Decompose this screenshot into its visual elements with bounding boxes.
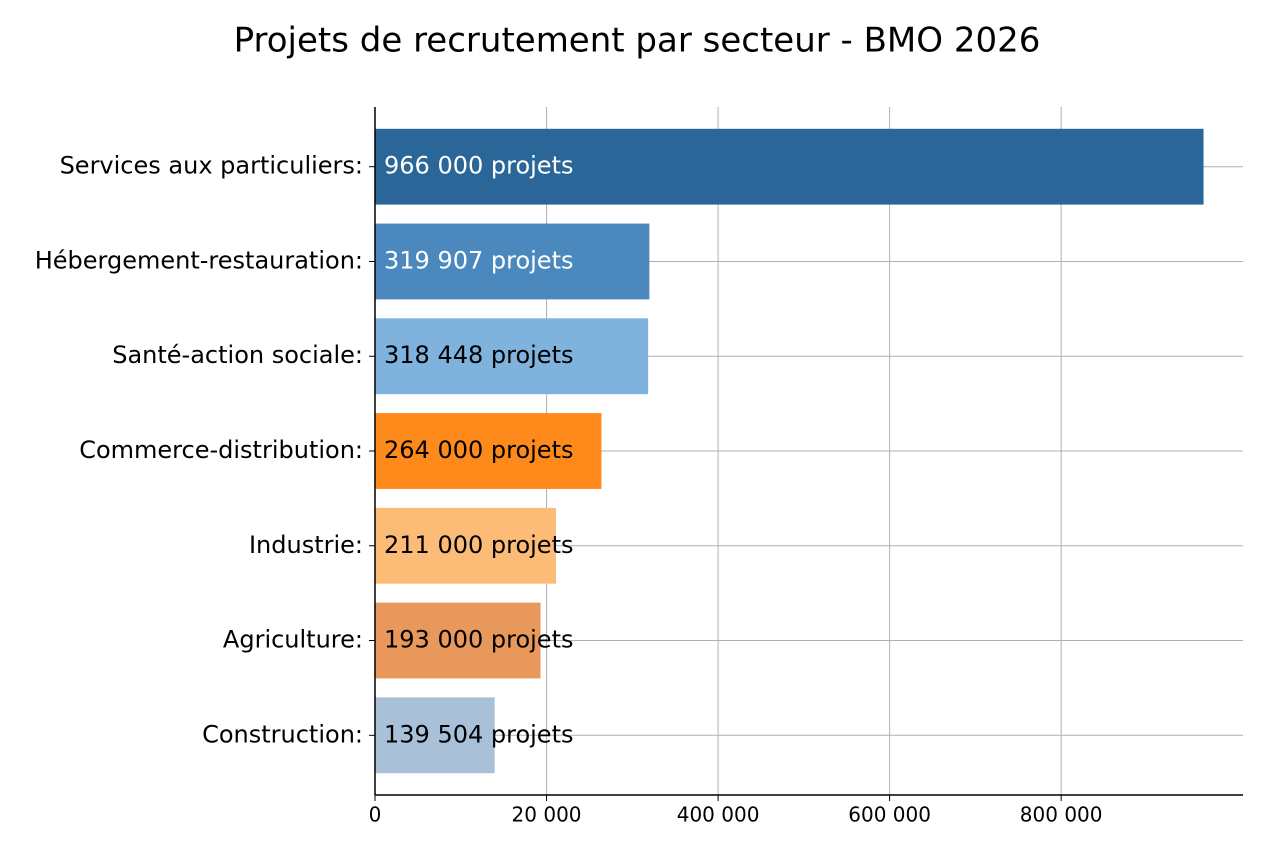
value-label: 318 448 projets (384, 341, 573, 369)
bar (375, 507, 556, 584)
x-tick-label: 600 000 (848, 803, 931, 827)
y-tick-label: Hébergement-restauration: (35, 246, 363, 274)
bar (375, 697, 495, 774)
x-tick-label: 800 000 (1020, 803, 1103, 827)
value-label: 193 000 projets (384, 626, 573, 654)
chart-title: Projets de recrutement par secteur - BMO… (234, 21, 1041, 61)
y-tick-label: Services aux particuliers: (60, 152, 363, 180)
y-tick-label: Agriculture: (223, 626, 363, 654)
value-label: 319 907 projets (384, 246, 573, 274)
x-tick-label: 20 000 (512, 803, 582, 827)
y-tick-label: Santé-action sociale: (112, 341, 363, 369)
bar (375, 128, 1204, 205)
y-tick-label: Commerce-distribution: (79, 436, 363, 464)
y-tick-label: Construction: (202, 720, 363, 748)
bar (375, 413, 602, 489)
x-tick-label: 400 000 (677, 803, 760, 827)
value-label: 211 000 projets (384, 531, 573, 559)
y-tick-label: Industrie: (249, 531, 363, 559)
bar (375, 602, 541, 679)
bar (375, 318, 649, 395)
value-label: 139 504 projets (384, 720, 573, 748)
value-label: 264 000 projets (384, 436, 573, 464)
value-label: 966 000 projets (384, 152, 573, 180)
bar (375, 223, 650, 300)
x-tick-label: 0 (369, 803, 382, 827)
